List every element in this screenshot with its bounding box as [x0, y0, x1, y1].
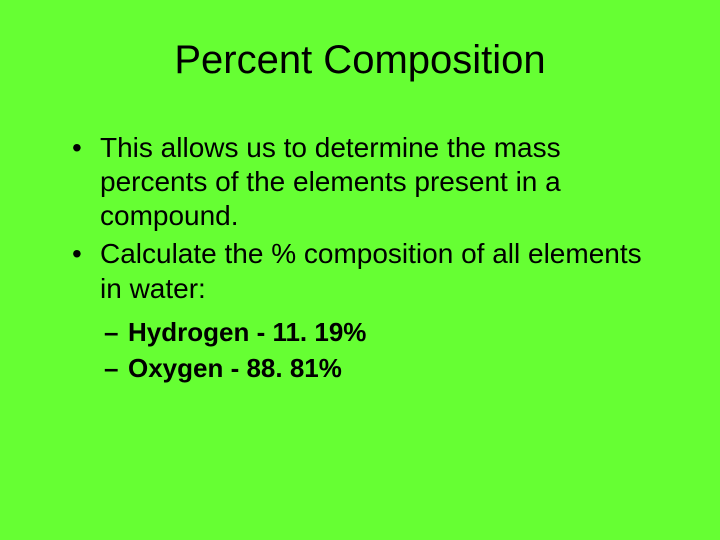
- bullet-list: This allows us to determine the mass per…: [50, 131, 670, 306]
- slide: Percent Composition This allows us to de…: [0, 0, 720, 540]
- list-item: Calculate the % composition of all eleme…: [72, 237, 670, 305]
- slide-title: Percent Composition: [50, 38, 670, 83]
- list-item: This allows us to determine the mass per…: [72, 131, 670, 233]
- list-item: Hydrogen - 11. 19%: [104, 316, 670, 350]
- list-item: Oxygen - 88. 81%: [104, 352, 670, 386]
- sub-bullet-text: Hydrogen - 11. 19%: [128, 317, 366, 347]
- sub-bullet-text: Oxygen - 88. 81%: [128, 353, 342, 383]
- bullet-text: This allows us to determine the mass per…: [100, 132, 561, 231]
- sub-bullet-list: Hydrogen - 11. 19% Oxygen - 88. 81%: [50, 316, 670, 386]
- bullet-text: Calculate the % composition of all eleme…: [100, 238, 642, 303]
